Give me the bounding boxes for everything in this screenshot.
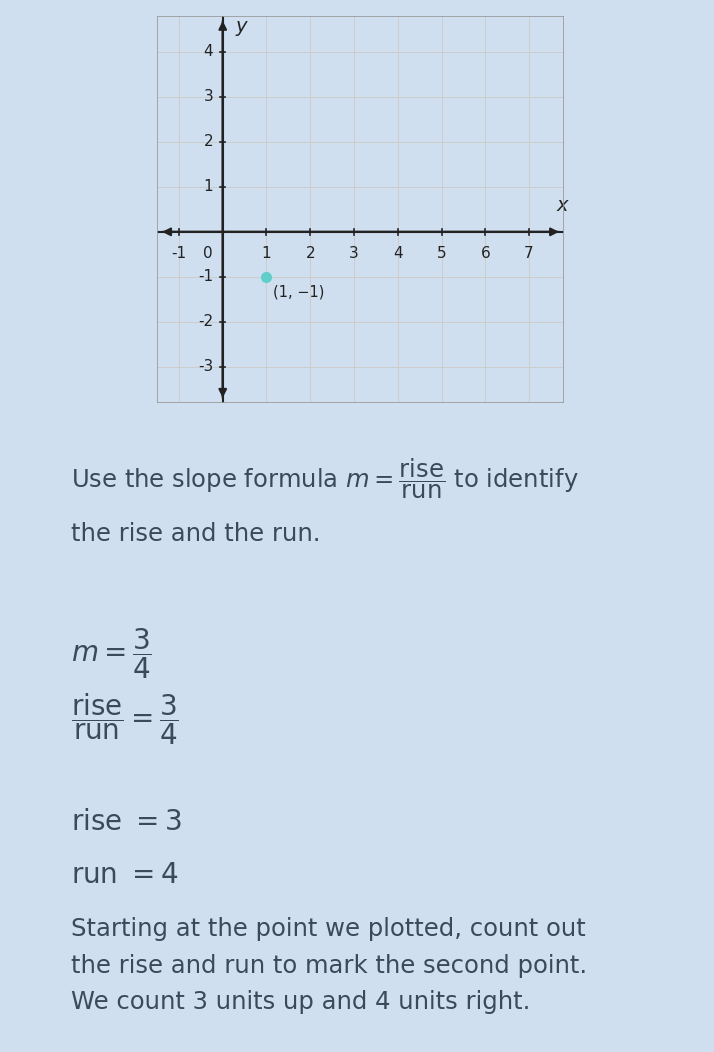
- Text: -3: -3: [198, 360, 213, 375]
- Text: Starting at the point we plotted, count out
the rise and run to mark the second : Starting at the point we plotted, count …: [71, 917, 588, 1014]
- Text: 6: 6: [481, 246, 491, 261]
- Text: 2: 2: [203, 135, 213, 149]
- Text: 4: 4: [203, 44, 213, 59]
- Text: (1, −1): (1, −1): [273, 285, 324, 300]
- Text: 1: 1: [203, 179, 213, 195]
- Text: 2: 2: [306, 246, 315, 261]
- Text: 0: 0: [203, 246, 213, 261]
- Text: rise $= 3$: rise $= 3$: [71, 808, 183, 835]
- Text: 4: 4: [393, 246, 403, 261]
- Text: $m = \dfrac{3}{4}$: $m = \dfrac{3}{4}$: [71, 626, 152, 681]
- Text: $\dfrac{\mathrm{rise}}{\mathrm{run}} = \dfrac{3}{4}$: $\dfrac{\mathrm{rise}}{\mathrm{run}} = \…: [71, 691, 179, 747]
- Text: 7: 7: [524, 246, 534, 261]
- Text: 1: 1: [261, 246, 271, 261]
- Text: -1: -1: [198, 269, 213, 284]
- Text: 5: 5: [437, 246, 446, 261]
- Text: Use the slope formula $m = \dfrac{\mathrm{rise}}{\mathrm{run}}$ to identify: Use the slope formula $m = \dfrac{\mathr…: [71, 457, 579, 501]
- Text: the rise and the run.: the rise and the run.: [71, 523, 321, 546]
- Text: -2: -2: [198, 315, 213, 329]
- Text: run $= 4$: run $= 4$: [71, 861, 179, 889]
- Text: $x$: $x$: [556, 196, 570, 215]
- Text: -1: -1: [171, 246, 186, 261]
- Text: 3: 3: [349, 246, 359, 261]
- Text: $y$: $y$: [235, 19, 249, 38]
- Text: 3: 3: [203, 89, 213, 104]
